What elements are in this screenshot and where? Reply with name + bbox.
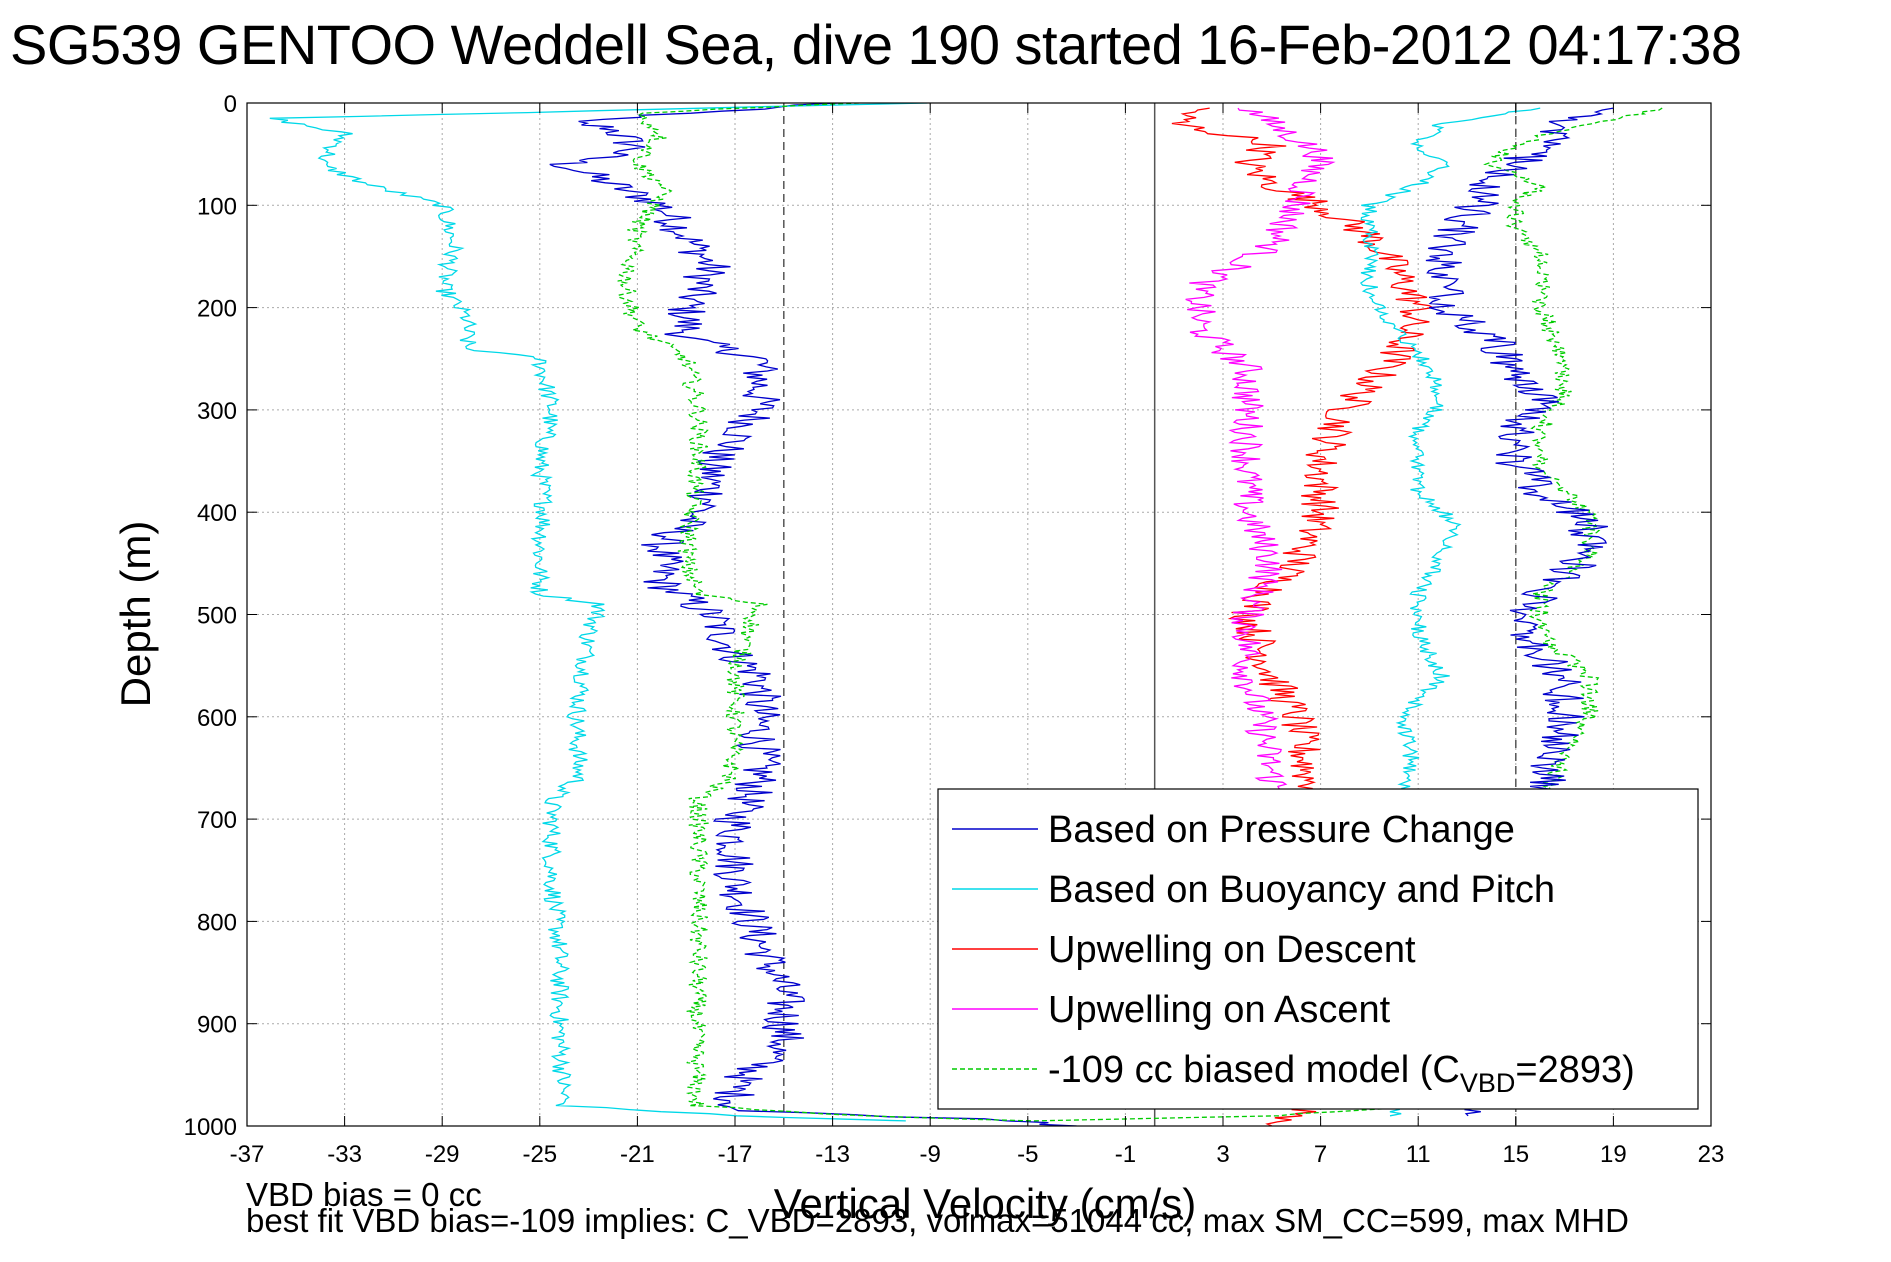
series-line-0: [549, 103, 1077, 1126]
x-tick-label: -5: [1017, 1141, 1038, 1168]
x-tick-label: -9: [920, 1141, 941, 1168]
y-tick-label: 300: [197, 398, 237, 425]
y-tick-label: 900: [197, 1012, 237, 1039]
x-tick-label: -37: [230, 1141, 265, 1168]
x-tick-label: -17: [718, 1141, 753, 1168]
legend-label-3: Upwelling on Ascent: [1048, 989, 1391, 1031]
y-tick-label: 0: [224, 91, 237, 118]
x-tick-label: -1: [1115, 1141, 1136, 1168]
x-tick-label: 7: [1314, 1141, 1327, 1168]
y-axis-label: Depth (m): [112, 521, 159, 708]
x-tick-label: 15: [1502, 1141, 1529, 1168]
x-tick-label: -29: [425, 1141, 460, 1168]
y-tick-label: 1000: [184, 1114, 237, 1141]
x-tick-label: -25: [522, 1141, 557, 1168]
x-tick-label: 19: [1600, 1141, 1627, 1168]
series-line-4: [617, 103, 1663, 1122]
x-tick-label: -13: [815, 1141, 850, 1168]
x-tick-label: -33: [327, 1141, 362, 1168]
x-tick-label: 23: [1698, 1141, 1725, 1168]
legend-box: [937, 788, 1699, 1110]
y-tick-label: 400: [197, 500, 237, 527]
x-axis-label: Vertical Velocity (cm/s): [774, 1180, 1196, 1227]
y-tick-label: 600: [197, 705, 237, 732]
x-tick-label: 11: [1406, 1141, 1431, 1168]
legend-label-2: Upwelling on Descent: [1048, 929, 1416, 971]
y-tick-label: 800: [197, 909, 237, 936]
x-tick-label: 3: [1216, 1141, 1229, 1168]
y-tick-label: 100: [197, 193, 237, 220]
chart-title: SG539 GENTOO Weddell Sea, dive 190 start…: [10, 13, 1742, 76]
legend-label-0: Based on Pressure Change: [1048, 809, 1515, 851]
footnote-vbd-bias: VBD bias = 0 cc: [246, 1176, 482, 1213]
series-line-1: [269, 103, 928, 1122]
y-tick-label: 500: [197, 603, 237, 630]
legend-label-4: -109 cc biased model (CVBD=2893): [1048, 1049, 1635, 1098]
x-tick-label: -21: [620, 1141, 655, 1168]
y-tick-label: 700: [197, 807, 237, 834]
footnote-best-fit: best fit VBD bias=-109 implies: C_VBD=28…: [246, 1202, 1629, 1239]
y-tick-label: 200: [197, 296, 237, 323]
legend-label-1: Based on Buoyancy and Pitch: [1048, 869, 1555, 911]
